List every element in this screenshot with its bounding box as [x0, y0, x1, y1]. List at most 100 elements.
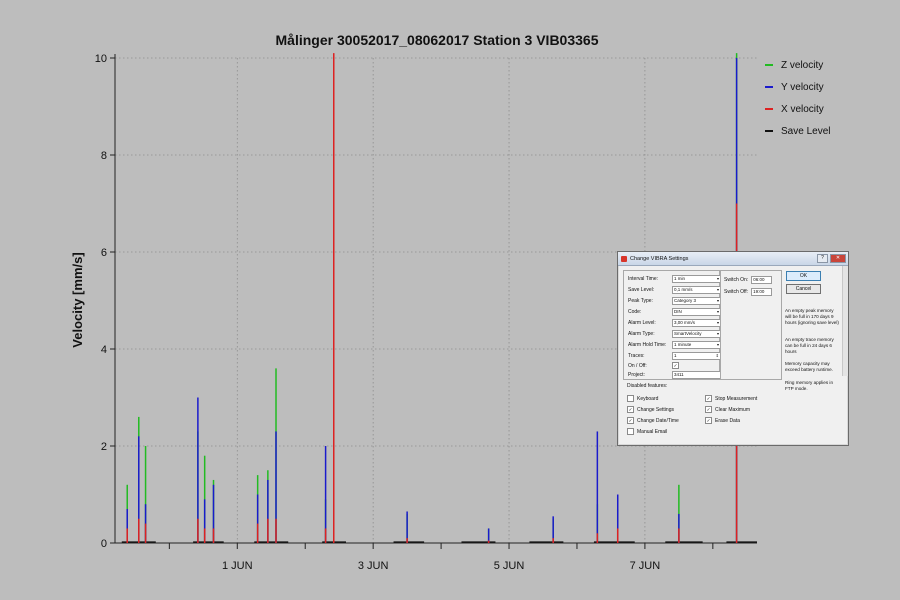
field-alarm-type: Alarm Type: SmartVelocity ▾: [628, 329, 721, 338]
field-interval-time: Interval Time: 1 min ▾: [628, 274, 721, 283]
checkbox[interactable]: [627, 428, 634, 435]
field-label: Interval Time:: [628, 275, 659, 282]
checkbox-label: Keyboard: [637, 395, 659, 402]
checkbox[interactable]: [627, 395, 634, 402]
alarm-type-select[interactable]: SmartVelocity ▾: [672, 329, 721, 338]
save-level-select[interactable]: 0,1 mm/s ▾: [672, 285, 721, 294]
chevron-down-icon: ▾: [716, 298, 719, 303]
info-trace-memory: An empty trace memory can be full in 24 …: [785, 337, 834, 354]
cancel-button[interactable]: Cancel: [786, 284, 821, 294]
legend-swatch-save-level: [765, 130, 773, 132]
peak-type-select[interactable]: Category 3 ▾: [672, 296, 721, 305]
grid: [115, 57, 757, 543]
checkbox[interactable]: ✓: [705, 395, 712, 402]
disabled-manual-email[interactable]: Manual Email: [627, 428, 667, 435]
legend-swatch-x: [765, 108, 773, 110]
info-memory-capacity: Memory capacity may exceed battery runti…: [785, 361, 834, 372]
switch-on-row: Switch On: 06:00: [724, 276, 773, 284]
interval-time-select[interactable]: 1 min ▾: [672, 274, 721, 283]
legend-swatch-y: [765, 86, 773, 88]
disabled-features-label: Disabled features:: [627, 383, 668, 389]
switch-off-time-input[interactable]: 19:00: [751, 288, 773, 296]
app-icon: [621, 255, 627, 262]
field-label: Traces:: [628, 352, 645, 359]
checkbox-label: Stop Measurement: [715, 395, 758, 402]
axes: 0 2 4 6 8 10 1 JUN 3 JUN 5 JUN 7 JUN: [95, 53, 757, 572]
checkbox[interactable]: ✓: [705, 417, 712, 424]
settings-group: Interval Time: 1 min ▾ Save Level: 0,1 mm…: [623, 270, 721, 380]
disabled-erase-data[interactable]: ✓ Erase Data: [705, 417, 740, 424]
field-save-level: Save Level: 0,1 mm/s ▾: [628, 285, 721, 294]
field-label: Alarm Level:: [628, 319, 656, 326]
field-label: Alarm Type:: [628, 330, 655, 337]
info-peak-memory: An empty peak memory will be full in 170…: [785, 308, 839, 325]
field-label: Peak Type:: [628, 297, 653, 304]
project-input[interactable]: 3411: [672, 370, 721, 379]
vibra-settings-dialog: Change VIBRA Settings ? ✕ Interval Time:…: [617, 251, 849, 446]
y-tick-label: 0: [101, 538, 107, 550]
traces-spinner[interactable]: 1 ⇕: [672, 351, 721, 360]
select-value: 1 min: [674, 276, 686, 281]
y-tick-label: 6: [101, 247, 107, 259]
alarm-level-select[interactable]: 3,00 mm/s ▾: [672, 318, 721, 327]
switch-off-row: Switch Off: 19:00: [724, 288, 773, 296]
spin-arrows-icon: ⇕: [715, 353, 719, 358]
disabled-clear-maximum[interactable]: ✓ Clear Maximum: [705, 406, 750, 413]
field-project: Project: 3411: [628, 370, 721, 379]
legend-item-y: Y velocity: [765, 76, 830, 98]
checkbox[interactable]: ✓: [627, 406, 634, 413]
chevron-down-icon: ▾: [716, 287, 719, 292]
y-axis-label: Velocity [mm/s]: [70, 252, 85, 347]
checkbox-label: Erase Data: [715, 417, 741, 424]
field-label: Project:: [628, 371, 645, 378]
field-on-off: On / Off: ✓: [628, 361, 679, 370]
spin-value: 1: [674, 353, 677, 358]
code-select[interactable]: DIN ▾: [672, 307, 721, 316]
y-tick-label: 2: [101, 441, 107, 453]
checkbox-label: Change Settings: [637, 406, 674, 413]
checkbox[interactable]: ✓: [627, 417, 634, 424]
x-tick-label: 7 JUN: [630, 560, 661, 572]
checkbox-label: Manual Email: [637, 428, 668, 435]
help-button[interactable]: ?: [817, 254, 828, 263]
dialog-titlebar[interactable]: Change VIBRA Settings ? ✕: [618, 252, 848, 266]
chart-title: Målinger 30052017_08062017 Station 3 VIB…: [276, 32, 599, 48]
x-tick-label: 1 JUN: [222, 560, 253, 572]
checkbox-label: Change Date/Time: [637, 417, 679, 424]
chevron-down-icon: ▾: [716, 331, 719, 336]
switch-on-time-input[interactable]: 06:00: [751, 276, 773, 284]
disabled-change-date-time[interactable]: ✓ Change Date/Time: [627, 417, 679, 424]
x-tick-label: 5 JUN: [494, 560, 525, 572]
switch-group: Switch On: 06:00 Switch Off: 19:00: [720, 270, 782, 380]
legend-label-z: Z velocity: [781, 59, 824, 71]
legend-swatch-z: [765, 64, 773, 66]
alarm-hold-time-select[interactable]: 1 minute ▾: [672, 340, 721, 349]
on-off-checkbox[interactable]: ✓: [672, 362, 679, 369]
legend-label-save-level: Save Level: [781, 125, 831, 137]
field-alarm-level: Alarm Level: 3,00 mm/s ▾: [628, 318, 721, 327]
field-alarm-hold-time: Alarm Hold Time: 1 minute ▾: [628, 340, 721, 349]
checkbox[interactable]: ✓: [705, 406, 712, 413]
dialog-side-strip: [842, 266, 848, 376]
chevron-down-icon: ▾: [716, 342, 719, 347]
disabled-keyboard[interactable]: Keyboard: [627, 395, 658, 402]
select-value: 0,1 mm/s: [674, 287, 693, 292]
field-code: Code: DIN ▾: [628, 307, 721, 316]
legend-label-x: X velocity: [781, 103, 824, 115]
legend-label-y: Y velocity: [781, 81, 824, 93]
y-tick-label: 4: [101, 344, 107, 356]
field-label: Alarm Hold Time:: [628, 341, 667, 348]
disabled-stop-measurement[interactable]: ✓ Stop Measurement: [705, 395, 757, 402]
y-tick-label: 8: [101, 150, 107, 162]
select-value: DIN: [674, 309, 682, 314]
legend: Z velocity Y velocity X velocity Save Le…: [765, 54, 830, 142]
chevron-down-icon: ▾: [716, 320, 719, 325]
x-tick-label: 3 JUN: [358, 560, 389, 572]
field-label: On / Off:: [628, 362, 647, 369]
close-button[interactable]: ✕: [830, 254, 846, 263]
ok-button[interactable]: OK: [786, 271, 821, 281]
disabled-change-settings[interactable]: ✓ Change Settings: [627, 406, 674, 413]
y-tick-label: 10: [95, 53, 107, 65]
select-value: Category 3: [674, 298, 697, 303]
switch-off-label: Switch Off:: [724, 289, 749, 295]
